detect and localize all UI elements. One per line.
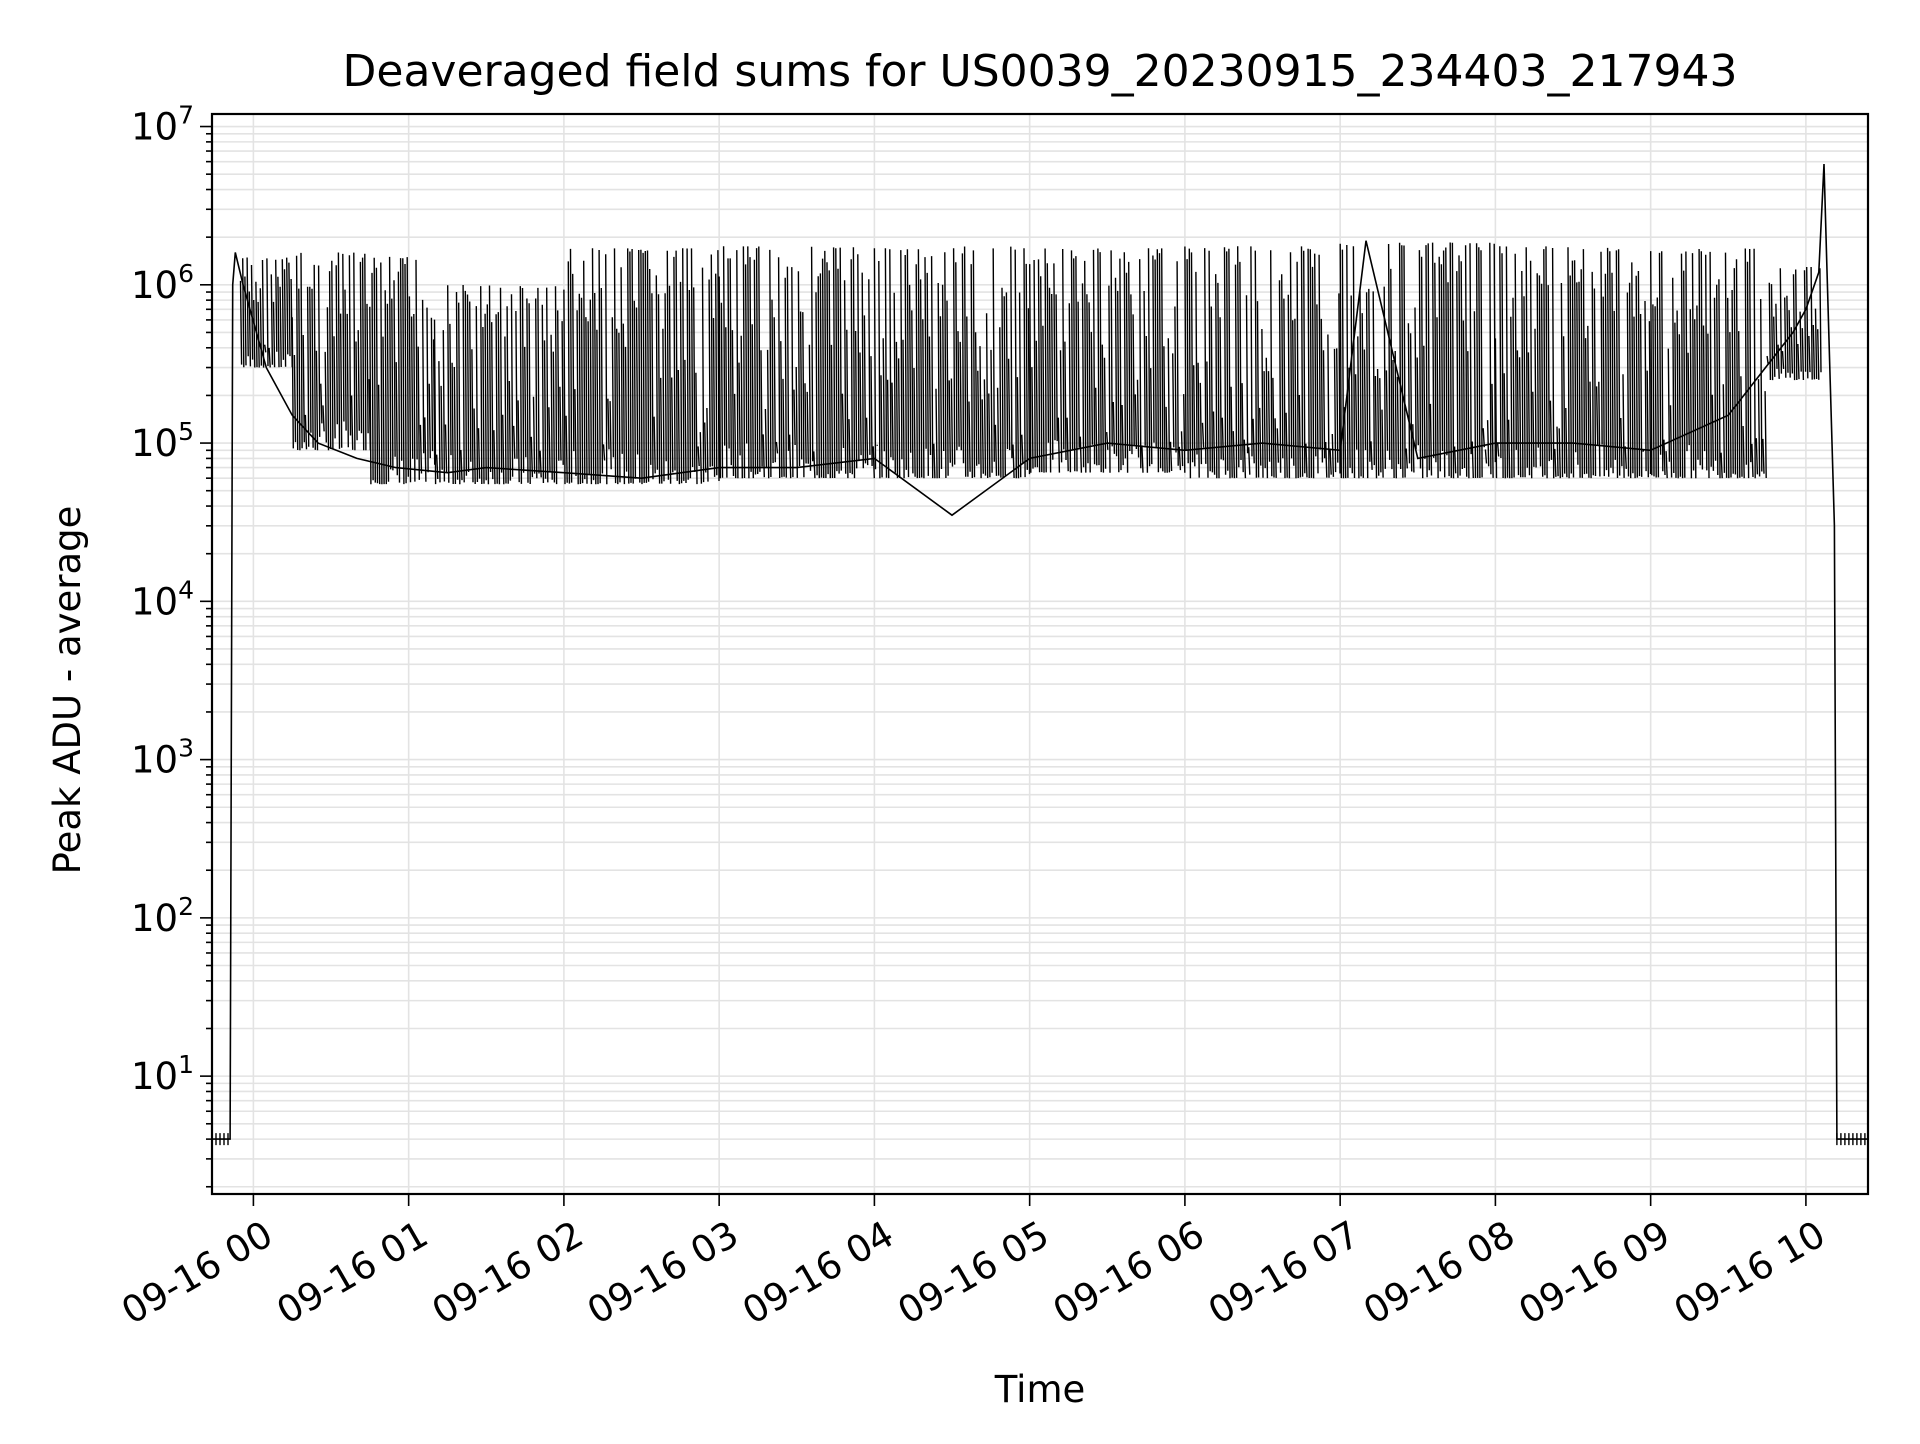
y-axis-label: Peak ADU - average bbox=[46, 506, 89, 875]
envelope-trace bbox=[1650, 248, 1767, 479]
y-tick-label: 104 bbox=[131, 575, 194, 623]
data-series bbox=[211, 163, 1868, 1146]
envelope-trace bbox=[873, 246, 1031, 479]
envelope-trace bbox=[1494, 246, 1652, 479]
envelope-trace bbox=[291, 252, 371, 451]
envelope-trace bbox=[1339, 242, 1496, 479]
envelope-trace bbox=[1029, 248, 1186, 473]
data-layer bbox=[211, 163, 1868, 1146]
envelope-trace bbox=[433, 284, 564, 485]
y-tick-label: 103 bbox=[131, 734, 194, 782]
envelope-trace bbox=[1766, 266, 1822, 381]
y-tick-label: 105 bbox=[131, 417, 194, 465]
plot-frame bbox=[210, 112, 1870, 1196]
envelope-trace bbox=[718, 246, 875, 479]
envelope-trace bbox=[563, 248, 720, 485]
y-tick-label: 107 bbox=[131, 101, 194, 149]
envelope-trace bbox=[1184, 246, 1341, 479]
envelope-trace bbox=[369, 256, 436, 485]
series-line bbox=[212, 163, 1868, 1140]
x-axis-label: Time bbox=[994, 1368, 1086, 1411]
chart-title: Deaveraged field sums for US0039_2023091… bbox=[343, 46, 1738, 97]
y-tick-label: 102 bbox=[131, 892, 194, 940]
y-tick-label: 106 bbox=[131, 259, 194, 307]
envelope-trace bbox=[239, 257, 293, 368]
y-tick-label: 101 bbox=[131, 1050, 194, 1098]
floor-noise bbox=[1836, 1133, 1866, 1146]
